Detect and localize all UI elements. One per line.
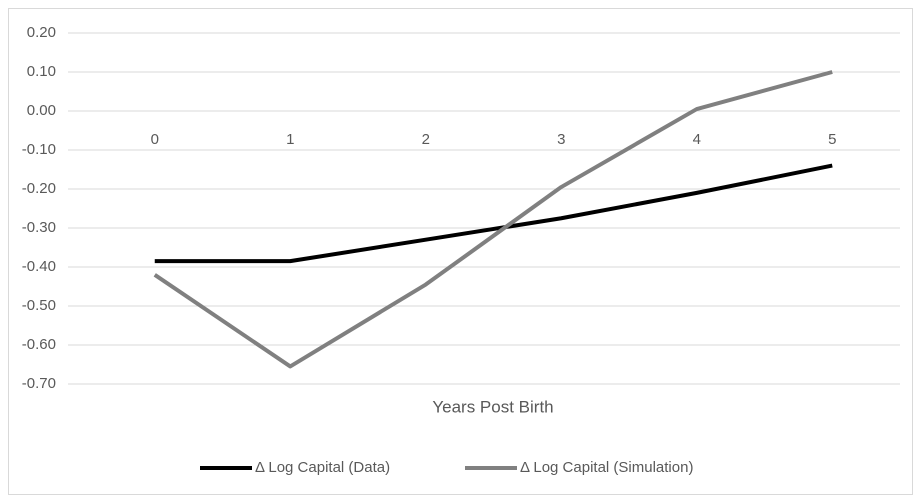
y-tick-label: 0.00 bbox=[27, 102, 56, 119]
y-tick-label: 0.20 bbox=[27, 24, 56, 41]
series-line bbox=[154, 163, 833, 264]
y-tick-label: -0.70 bbox=[22, 375, 56, 392]
x-tick-label: 5 bbox=[828, 131, 836, 148]
chart-border bbox=[8, 8, 913, 495]
y-tick-label: -0.10 bbox=[22, 141, 56, 158]
x-tick-label: 2 bbox=[422, 131, 430, 148]
y-tick-label: -0.40 bbox=[22, 258, 56, 275]
y-tick-label: 0.10 bbox=[27, 63, 56, 80]
y-tick-label: -0.20 bbox=[22, 180, 56, 197]
y-tick-label: -0.50 bbox=[22, 297, 56, 314]
x-axis-title: Years Post Birth bbox=[432, 397, 553, 416]
legend-label: Δ Log Capital (Simulation) bbox=[520, 459, 693, 476]
series-line bbox=[153, 70, 833, 369]
y-tick-label: -0.30 bbox=[22, 219, 56, 236]
x-tick-label: 4 bbox=[693, 131, 701, 148]
x-tick-label: 0 bbox=[151, 131, 159, 148]
x-tick-label: 1 bbox=[286, 131, 294, 148]
x-tick-label: 3 bbox=[557, 131, 565, 148]
legend-label: Δ Log Capital (Data) bbox=[255, 459, 390, 476]
y-tick-label: -0.60 bbox=[22, 336, 56, 353]
